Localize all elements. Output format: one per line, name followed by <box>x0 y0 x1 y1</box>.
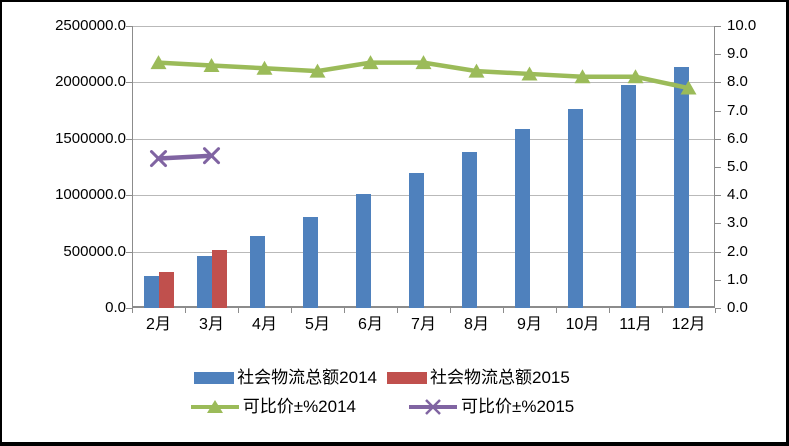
right-axis-tick <box>715 82 721 84</box>
x-tick-label: 6月 <box>358 316 383 333</box>
x-axis-tick <box>450 308 451 313</box>
x-tick-label: 8月 <box>464 316 489 333</box>
x-tick-label: 11月 <box>619 316 652 333</box>
gridline <box>132 251 715 253</box>
bar-社会物流总额2014 <box>355 194 371 308</box>
x-tick-label: 3月 <box>199 316 224 333</box>
right-axis-tick <box>715 167 721 168</box>
right-axis-tick <box>715 223 721 225</box>
bar-社会物流总额2014 <box>620 85 636 308</box>
bar-社会物流总额2014 <box>514 128 530 308</box>
x-axis-tick <box>291 308 292 313</box>
legend-bar-swatch-icon <box>387 372 427 384</box>
y-right-tick-label: 6.0 <box>727 129 748 147</box>
gridline <box>132 195 715 197</box>
y-right-tick-label: 9.0 <box>727 45 748 63</box>
right-axis-tick <box>715 308 721 309</box>
y-left-tick-label: 2000000.0 <box>55 73 126 91</box>
left-axis-tick <box>126 195 132 197</box>
x-tick-label: 4月 <box>252 316 277 333</box>
gridline <box>132 26 715 27</box>
x-axis-line <box>132 306 715 308</box>
left-axis-tick <box>126 308 132 309</box>
x-axis-tick <box>397 308 398 313</box>
x-axis-tick <box>132 308 133 313</box>
x-axis-tick <box>609 308 610 313</box>
legend-item-社会物流总额2015: 社会物流总额2015 <box>387 368 570 388</box>
x-axis-tick <box>662 308 663 313</box>
x-axis-tick <box>503 308 504 313</box>
right-axis-tick <box>715 54 721 56</box>
left-axis-line <box>132 26 133 308</box>
x-tick-label: 5月 <box>305 316 330 333</box>
left-axis-tick <box>126 251 132 253</box>
y-right-tick-label: 3.0 <box>727 214 748 232</box>
y-right-tick-label: 7.0 <box>727 101 748 119</box>
plot-area <box>126 26 721 313</box>
x-tick-label: 12月 <box>671 316 706 333</box>
legend-label: 社会物流总额2015 <box>430 368 570 387</box>
right-axis-tick <box>715 138 721 140</box>
legend-label: 可比价±%2015 <box>461 397 575 416</box>
legend-item-可比价±%2015: 可比价±%2015 <box>408 397 574 417</box>
y-left-tick-label: 0.0 <box>105 299 126 316</box>
legend-row: 社会物流总额2014 社会物流总额2015 <box>194 368 570 388</box>
bar-社会物流总额2014 <box>302 216 318 308</box>
bar-社会物流总额2014 <box>196 255 212 308</box>
bar-社会物流总额2014 <box>408 172 424 308</box>
right-axis-tick <box>715 251 721 253</box>
y-left-tick-label: 2500000.0 <box>55 17 126 34</box>
x-axis-tick <box>715 308 716 313</box>
bar-社会物流总额2014 <box>567 108 583 308</box>
legend-label: 可比价±%2014 <box>242 397 356 416</box>
x-tick-label: 9月 <box>517 316 542 333</box>
bar-社会物流总额2014 <box>143 276 159 308</box>
y-right-tick-label: 0.0 <box>727 299 748 316</box>
bar-社会物流总额2014 <box>461 151 477 308</box>
left-axis-tick <box>126 138 132 140</box>
legend-item-社会物流总额2014: 社会物流总额2014 <box>194 368 377 388</box>
legend-line-swatch-icon <box>409 399 457 415</box>
x-axis-tick <box>185 308 186 313</box>
right-axis-tick <box>715 110 721 112</box>
legend-label: 社会物流总额2014 <box>237 368 377 387</box>
y-left-tick-label: 500000.0 <box>63 242 126 260</box>
legend-bar-swatch-icon <box>194 372 235 384</box>
y-right-tick-label: 4.0 <box>727 186 748 204</box>
legend-row: 可比价±%2014 可比价±%2015 <box>190 397 574 417</box>
right-axis-tick <box>715 26 721 27</box>
x-tick-label: 2月 <box>146 316 171 333</box>
bar-社会物流总额2015 <box>158 272 174 308</box>
right-axis-tick <box>715 195 721 197</box>
x-axis-tick <box>344 308 345 313</box>
legend-line-swatch-icon <box>190 400 239 413</box>
y-right-tick-label: 2.0 <box>727 242 748 260</box>
right-axis-line <box>714 26 715 308</box>
y-right-tick-label: 1.0 <box>727 270 748 288</box>
gridline <box>132 138 715 140</box>
y-right-tick-label: 8.0 <box>727 73 748 91</box>
left-axis-tick <box>126 82 132 84</box>
x-axis-tick <box>556 308 557 313</box>
x-tick-label: 7月 <box>411 316 436 333</box>
y-right-tick-label: 5.0 <box>727 158 748 175</box>
legend: 社会物流总额2014 社会物流总额2015 可比价±%2014 可比价±%2015 <box>2 368 762 417</box>
y-left-tick-label: 1000000.0 <box>55 186 126 204</box>
right-axis-tick <box>715 279 721 281</box>
bar-社会物流总额2014 <box>673 67 689 308</box>
legend-item-可比价±%2014: 可比价±%2014 <box>190 397 356 417</box>
y-left-tick-label: 1500000.0 <box>55 129 126 147</box>
y-right-tick-label: 10.0 <box>727 17 757 34</box>
bar-社会物流总额2015 <box>211 249 227 308</box>
x-axis-tick <box>238 308 239 313</box>
bar-社会物流总额2014 <box>249 236 265 308</box>
left-axis-tick <box>126 26 132 27</box>
gridline <box>132 82 715 84</box>
x-tick-label: 10月 <box>565 316 600 333</box>
